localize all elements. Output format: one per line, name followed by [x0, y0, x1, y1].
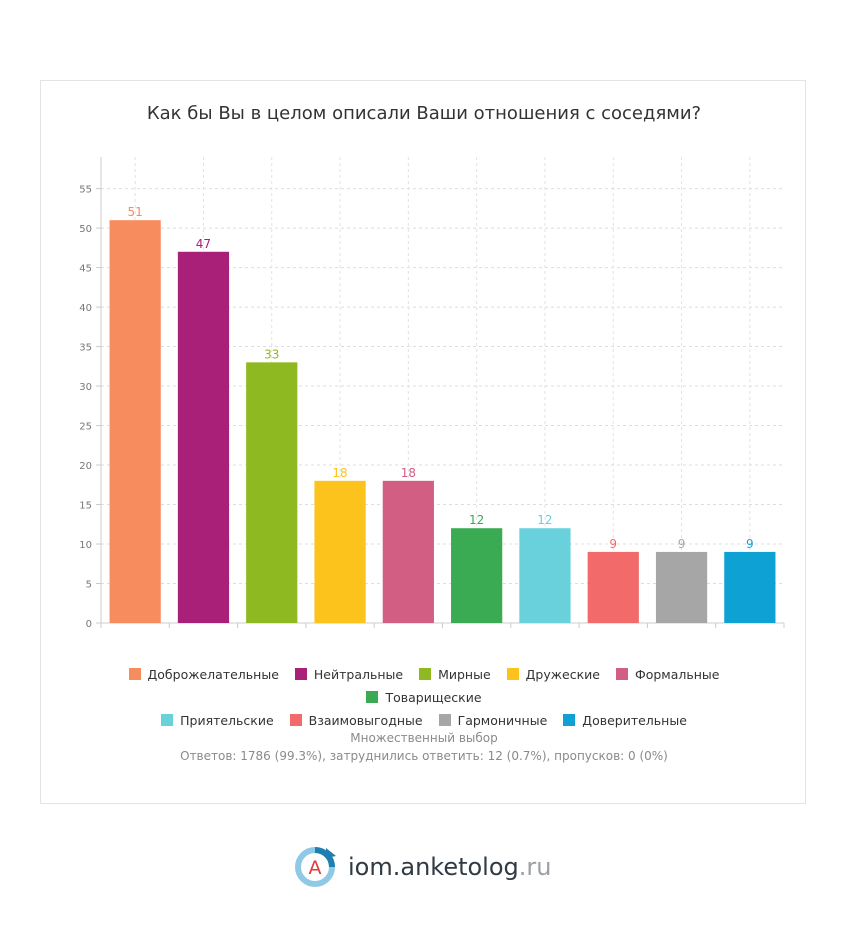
bar-value-label: 51	[128, 205, 143, 219]
legend-swatch	[563, 714, 576, 726]
bar	[382, 480, 434, 623]
chart-legend: Доброжелательные Нейтральные Мирные Дружеск…	[60, 663, 788, 732]
legend-label: Взаимовыгодные	[308, 713, 423, 728]
chart-card	[40, 80, 806, 804]
bar	[314, 480, 366, 623]
legend-item[interactable]: Товарищеские	[366, 686, 482, 709]
bar-value-label: 9	[609, 537, 617, 551]
legend-swatch	[289, 714, 302, 726]
legend-item[interactable]: Нейтральные	[294, 663, 404, 686]
bar	[109, 220, 161, 623]
multi-choice-note: Множественный выбор	[350, 731, 498, 745]
legend-swatch	[438, 714, 451, 726]
bar-value-label: 47	[196, 237, 211, 251]
y-tick-label: 20	[79, 461, 92, 472]
bar-value-label: 33	[264, 347, 279, 361]
y-tick-label: 55	[79, 185, 92, 196]
y-tick-label: 0	[86, 619, 92, 630]
legend-item[interactable]: Взаимовыгодные	[289, 709, 423, 732]
y-tick-label: 15	[79, 501, 92, 512]
brand-name: iom.anketolog.ru	[348, 853, 552, 881]
y-tick-label: 25	[79, 422, 92, 433]
y-tick-label: 45	[79, 264, 92, 275]
legend-label: Товарищеские	[385, 690, 482, 705]
legend-item[interactable]: Приятельские	[161, 709, 274, 732]
legend-item[interactable]: Доброжелательные	[128, 663, 279, 686]
bar	[246, 362, 298, 623]
bar	[655, 551, 708, 623]
bar	[177, 251, 230, 623]
bar	[724, 551, 776, 623]
chart-title: Как бы Вы в целом описали Ваши отношения…	[146, 103, 702, 124]
legend-swatch	[615, 668, 628, 680]
logo-letter: A	[309, 857, 322, 879]
legend-item[interactable]: Формальные	[615, 663, 720, 686]
responses-summary: Ответов: 1786 (99.3%), затруднились отве…	[180, 749, 668, 763]
legend-item[interactable]: Гармоничные	[438, 709, 548, 732]
legend-label: Дружеские	[525, 667, 600, 682]
bar-value-label: 12	[537, 513, 552, 527]
legend-label: Гармоничные	[457, 713, 548, 728]
legend-swatch	[419, 668, 432, 680]
bar	[451, 528, 503, 623]
legend-swatch	[506, 668, 519, 680]
anketolog-logo-icon: A	[295, 847, 336, 887]
y-tick-label: 40	[79, 303, 92, 314]
legend-item[interactable]: Дружеские	[506, 663, 600, 686]
legend-swatch	[128, 668, 141, 680]
legend-swatch	[366, 691, 379, 703]
bar	[519, 528, 571, 623]
y-tick-label: 50	[79, 224, 92, 235]
bar-value-label: 18	[332, 466, 347, 480]
chart-notes: Множественный выбор Ответов: 1786 (99.3%…	[0, 729, 848, 765]
bar-value-label: 9	[678, 537, 686, 551]
bar-chart: 0 5 10 15 20 25 30 35 40 45 50 55 51 47 33 18 18 12 12 9 9 9	[79, 157, 785, 630]
legend-label: Нейтральные	[313, 667, 404, 682]
y-tick-label: 30	[79, 382, 92, 393]
legend-label: Доверительные	[582, 713, 687, 728]
legend-label: Формальные	[634, 667, 720, 682]
bar	[587, 551, 639, 623]
legend-swatch	[161, 714, 174, 726]
y-tick-label: 5	[86, 580, 92, 591]
legend-item[interactable]: Доверительные	[563, 709, 687, 732]
bar-value-label: 18	[401, 466, 416, 480]
legend-item[interactable]: Мирные	[419, 663, 491, 686]
bar-value-label: 9	[746, 537, 754, 551]
legend-label: Приятельские	[180, 713, 274, 728]
y-tick-label: 10	[79, 540, 92, 551]
legend-label: Доброжелательные	[147, 667, 279, 682]
y-tick-label: 35	[79, 343, 92, 354]
legend-label: Мирные	[438, 667, 491, 682]
legend-swatch	[294, 668, 307, 680]
brand[interactable]: A iom.anketolog.ru	[292, 843, 551, 891]
bar-value-label: 12	[469, 513, 484, 527]
